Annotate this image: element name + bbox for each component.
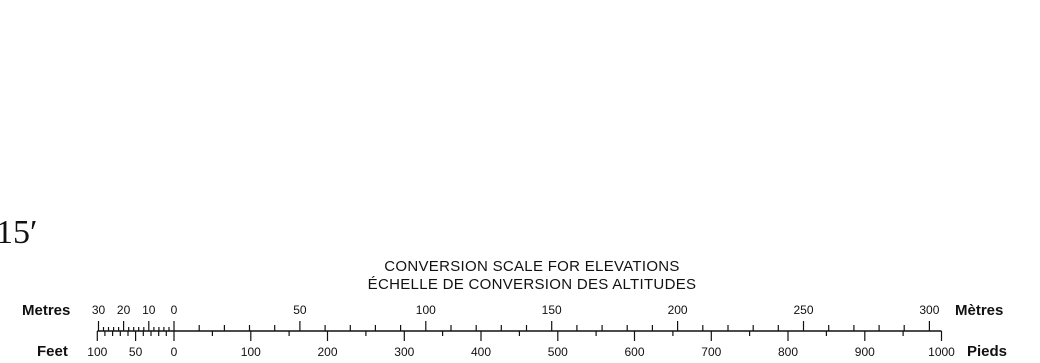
feet-unit-label-right: Pieds <box>967 343 1008 360</box>
metres-tick-label: 100 <box>416 303 436 317</box>
feet-tick-label: 800 <box>778 345 798 359</box>
feet-tick-label: 100 <box>241 345 261 359</box>
corner-minute-label: 15′ <box>0 214 38 251</box>
metres-unit-label-right: Mètres <box>955 302 1004 319</box>
metres-unit-label-left: Metres <box>22 302 71 319</box>
metres-tick-label: 250 <box>793 303 813 317</box>
metres-tick-label: 50 <box>293 303 307 317</box>
metres-tick-label: 300 <box>919 303 939 317</box>
metres-tick-label: 10 <box>142 303 156 317</box>
metres-tick-label: 150 <box>542 303 562 317</box>
feet-tick-label: 900 <box>855 345 875 359</box>
feet-tick-label: 1000 <box>928 345 955 359</box>
metres-tick-label: 30 <box>92 303 106 317</box>
metres-tick-label: 20 <box>117 303 131 317</box>
feet-tick-label: 0 <box>171 345 178 359</box>
feet-tick-label: 50 <box>129 345 143 359</box>
feet-tick-label: 100 <box>87 345 107 359</box>
feet-tick-label: 200 <box>317 345 337 359</box>
feet-tick-label: 500 <box>548 345 568 359</box>
metres-tick-label: 0 <box>171 303 178 317</box>
feet-tick-label: 700 <box>701 345 721 359</box>
feet-tick-label: 300 <box>394 345 414 359</box>
feet-tick-label: 600 <box>624 345 644 359</box>
feet-unit-label-left: Feet <box>37 343 68 360</box>
feet-tick-label: 400 <box>471 345 491 359</box>
scale-title-french: ÉCHELLE DE CONVERSION DES ALTITUDES <box>367 276 697 293</box>
metres-tick-label: 200 <box>668 303 688 317</box>
scale-ticks <box>96 321 943 341</box>
scale-title-english: CONVERSION SCALE FOR ELEVATIONS <box>384 258 680 275</box>
